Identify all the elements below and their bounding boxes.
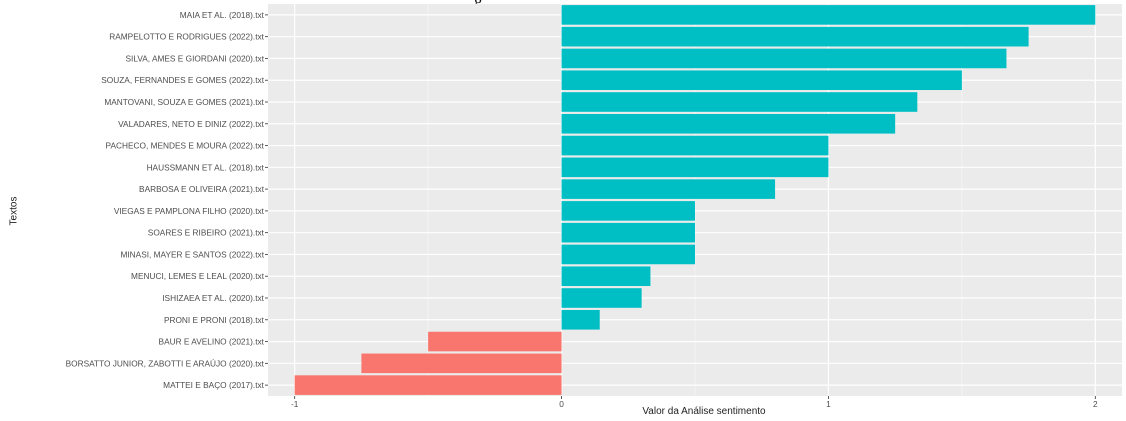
bar — [561, 288, 642, 308]
bar — [561, 5, 1096, 25]
y-tick-label: ISHIZAEA ET AL. (2020).txt — [162, 293, 264, 303]
x-tick-label: 0 — [559, 399, 564, 409]
bar — [561, 266, 651, 287]
bar — [428, 331, 562, 352]
bar — [561, 244, 695, 265]
bar — [561, 135, 829, 156]
y-tick-label: HAUSSMANN ET AL. (2018).txt — [147, 162, 265, 172]
y-axis: MAIA ET AL. (2018).txt RAMPELOTTO E RODRI… — [66, 10, 268, 390]
bar — [294, 375, 562, 395]
bar — [561, 157, 829, 178]
y-tick-label: SOUZA, FERNANDES E GOMES (2022).txt — [101, 75, 264, 85]
bars — [294, 5, 1096, 395]
y-tick-label: SILVA, AMES E GIORDANI (2020).txt — [126, 53, 265, 63]
y-tick-label: BAUR E AVELINO (2021).txt — [159, 337, 265, 347]
bar — [561, 309, 600, 330]
bar — [561, 222, 695, 243]
y-tick-label: PACHECO, MENDES E MOURA (2022).txt — [106, 141, 265, 151]
y-tick-label: MANTOVANI, SOUZA E GOMES (2021).txt — [104, 97, 264, 107]
bar — [561, 113, 896, 134]
y-tick-label: MENUCI, LEMES E LEAL (2020).txt — [131, 271, 265, 281]
y-tick-label: PRONI E PRONI (2018).txt — [164, 315, 265, 325]
bar — [561, 201, 695, 221]
x-tick-label: 2 — [1093, 399, 1098, 409]
x-tick-label: 1 — [826, 399, 831, 409]
bar — [561, 26, 1029, 47]
bar — [561, 48, 1007, 69]
bar — [561, 179, 776, 199]
y-tick-label: RAMPELOTTO E RODRIGUES (2022).txt — [109, 32, 264, 42]
y-axis-title: Textos — [8, 196, 20, 225]
y-tick-label: SOARES E RIBEIRO (2021).txt — [148, 228, 265, 238]
y-tick-label: BORSATTO JUNIOR, ZABOTTI E ARAÚJO (2020)… — [66, 358, 265, 368]
minor-gridlines — [427, 4, 963, 396]
y-tick-label: MAIA ET AL. (2018).txt — [180, 10, 265, 20]
x-axis-title: Valor da Análise sentimento — [642, 406, 766, 417]
y-axis-title-wrap: Textos — [4, 0, 24, 421]
y-tick-label: MINASI, MAYER E SANTOS (2022).txt — [120, 249, 264, 259]
bar — [361, 353, 562, 374]
y-tick-label: VALADARES, NETO E DINIZ (2022).txt — [118, 119, 265, 129]
y-tick-label: MATTEI E BAÇO (2017).txt — [163, 380, 265, 390]
bar — [561, 92, 918, 112]
y-tick-label: BARBOSA E OLIVEIRA (2021).txt — [139, 184, 265, 194]
y-tick-label: VIEGAS E PAMPLONA FILHO (2020).txt — [114, 206, 265, 216]
bar — [561, 70, 962, 91]
x-axis: -1 0 1 2 — [291, 396, 1098, 409]
x-tick-label: -1 — [291, 399, 299, 409]
